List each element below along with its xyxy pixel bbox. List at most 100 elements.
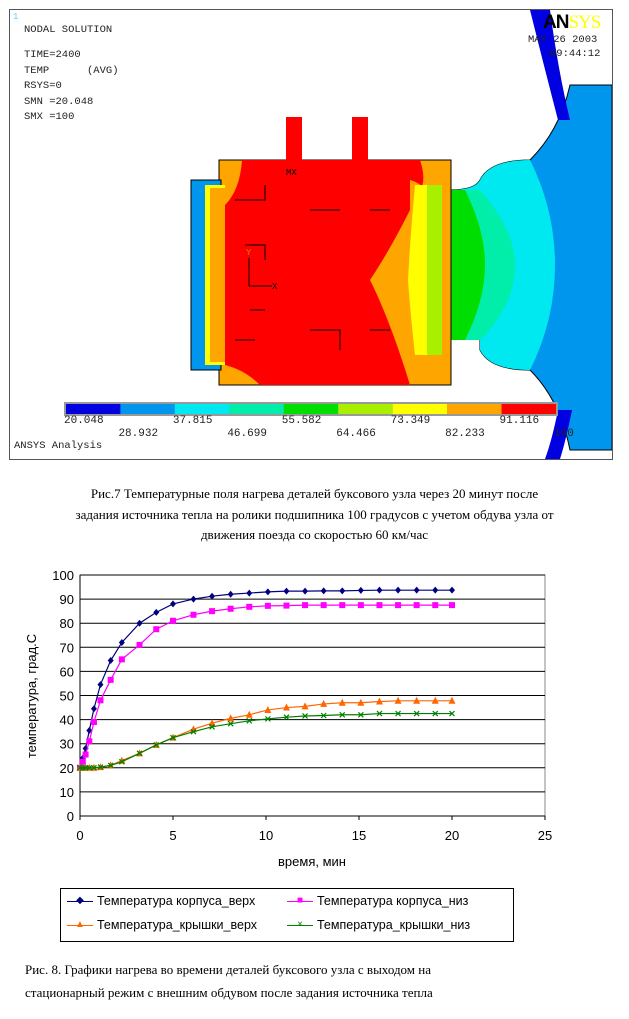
data-point	[320, 699, 328, 707]
x-tick-label: 10	[259, 828, 273, 843]
data-point	[302, 713, 308, 719]
data-point	[246, 717, 253, 724]
y-tick-label: 40	[60, 713, 74, 728]
color-band	[338, 404, 393, 414]
legend-value: 28.932	[118, 428, 159, 440]
legend-value: 91.116	[499, 415, 540, 427]
y-tick-label: 50	[60, 689, 74, 704]
data-point	[357, 602, 364, 609]
window-number: 1	[13, 12, 19, 22]
legend-value: 20.048	[64, 415, 104, 427]
data-point	[448, 696, 456, 704]
data-point	[107, 657, 114, 665]
x-axis-title: время, мин	[278, 854, 346, 869]
legend-value: 46.699	[227, 428, 267, 440]
legend-item: × Температура_крышки_низ	[287, 918, 470, 932]
time: 09:44:12	[550, 48, 601, 60]
legend-value: 55.582	[281, 415, 322, 427]
x-tick-label: 20	[445, 828, 459, 843]
data-point	[283, 602, 290, 609]
data-point	[90, 719, 97, 726]
data-point	[283, 714, 290, 721]
data-point	[209, 608, 216, 615]
data-point	[413, 586, 420, 594]
ansys-logo: ANSYS	[543, 12, 601, 33]
data-point	[227, 720, 234, 727]
data-point	[395, 602, 402, 609]
data-point	[449, 602, 455, 609]
data-point	[264, 588, 271, 596]
color-band	[501, 404, 556, 414]
date: MAY 26 2003	[528, 34, 598, 46]
parameter-line: SMN =20.048	[24, 95, 94, 108]
data-point	[118, 656, 125, 663]
data-point	[338, 698, 346, 706]
data-point	[190, 611, 197, 618]
data-point	[302, 587, 309, 595]
data-point	[86, 738, 93, 745]
y-axis-label: Y	[246, 248, 252, 258]
data-point	[190, 728, 197, 735]
y-tick-label: 70	[60, 640, 74, 655]
legend-value: 64.466	[336, 428, 376, 440]
data-point	[413, 602, 420, 609]
data-point	[449, 710, 455, 717]
data-point	[86, 764, 93, 771]
chart-legend: ◆ Температура корпуса_верх ■ Температура ко…	[60, 888, 514, 942]
ansys-contour-plot: MX Y X 1 NODAL SOLUTION TIME=2400 TEMP (A…	[9, 9, 613, 460]
data-point	[136, 750, 143, 757]
legend-square-icon: ■	[287, 894, 313, 908]
data-point	[246, 603, 253, 610]
x-tick-label: 0	[76, 828, 83, 843]
y-tick-label: 10	[60, 785, 74, 800]
legend-value: 37.815	[172, 415, 213, 427]
color-band	[392, 404, 448, 414]
data-point	[320, 587, 327, 595]
data-point	[107, 676, 114, 683]
x-tick-label: 15	[352, 828, 366, 843]
y-tick-label: 0	[67, 809, 74, 824]
data-point	[413, 696, 421, 704]
data-point	[339, 602, 346, 609]
parameter-line: TEMP (AVG)	[24, 64, 119, 77]
data-point	[153, 741, 160, 748]
data-point	[97, 764, 104, 771]
data-point	[153, 608, 160, 616]
data-point	[376, 586, 383, 594]
data-point	[283, 587, 290, 595]
series-line-4	[80, 712, 452, 769]
data-point	[264, 705, 272, 713]
data-point	[302, 602, 309, 609]
series-line-2	[79, 604, 452, 769]
color-band	[283, 404, 339, 414]
data-point	[394, 696, 402, 704]
color-band	[120, 404, 175, 414]
data-point	[376, 710, 383, 717]
x-tick-label: 25	[538, 828, 552, 843]
data-point	[107, 762, 114, 769]
data-point	[136, 619, 143, 627]
footer-label: ANSYS Analysis	[14, 440, 103, 452]
data-point	[91, 764, 97, 771]
y-tick-label: 100	[52, 568, 74, 583]
parameter-line: TIME=2400	[24, 49, 81, 61]
x-axis-label: X	[272, 282, 278, 292]
legend-value: 82.233	[445, 428, 485, 440]
mx-label: MX	[286, 168, 297, 178]
y-tick-label: 30	[60, 737, 74, 752]
y-tick-label: 20	[60, 761, 74, 776]
data-point	[432, 710, 439, 717]
legend-label: Температура_крышки_низ	[317, 918, 471, 932]
legend-label: Температура корпуса_низ	[317, 894, 469, 908]
data-point	[395, 710, 401, 717]
data-point	[432, 602, 439, 609]
data-point	[264, 602, 271, 609]
data-point	[153, 626, 160, 633]
caption-line: стационарный режим с внешним обдувом пос…	[25, 985, 433, 1000]
color-band	[66, 404, 121, 414]
color-legend-bar	[64, 402, 558, 416]
data-point	[320, 602, 327, 609]
temperature-line-chart: 0 10 20 30 40 50 60 70 80 90 100 0 5 10 15 20 25 время, м…	[24, 568, 552, 869]
data-point	[136, 641, 143, 648]
